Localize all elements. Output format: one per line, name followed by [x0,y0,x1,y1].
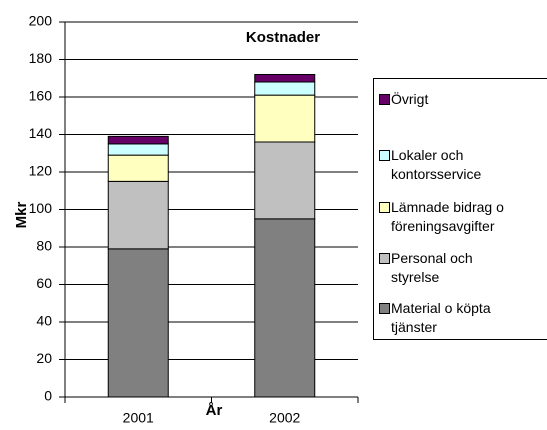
bar-segment [107,154,169,182]
y-tick-label: 100 [29,200,53,216]
legend-label: Övrigt [391,91,429,107]
y-tick-label: 20 [36,350,52,366]
legend-item: Personal och styrelse [379,249,519,287]
x-tick-label: 2002 [269,410,300,426]
y-tick-label: 140 [29,125,53,141]
bar-segment [254,81,316,96]
legend-swatch [379,94,390,105]
x-tick-label: 2001 [123,410,154,426]
legend-item: Material o köpta tjänster [379,299,519,337]
chart-title: Kostnader [246,29,320,46]
bar-segment [254,141,316,220]
bar-segment [107,135,169,145]
legend-label: Personal och styrelse [391,250,473,285]
bar-segment [107,143,169,156]
y-axis-label: Mkr [13,202,30,229]
y-tick-label: 180 [29,50,53,66]
legend-item: Övrigt [379,90,519,109]
legend-swatch [379,202,390,213]
legend-item: Lämnade bidrag o föreningsavgifter [379,198,519,236]
y-tick-label: 120 [29,163,53,179]
legend: Material o köpta tjänster Personal och st… [373,78,547,340]
bar-segment [254,94,316,143]
legend-item: Lokaler och kontorsservice [379,146,519,184]
bar-segment [254,218,316,398]
legend-label: Lämnade bidrag o föreningsavgifter [391,199,504,234]
y-tick-label: 0 [44,388,52,404]
legend-swatch [379,150,390,161]
bar-segment [107,248,169,398]
bar-segment [254,74,316,83]
y-tick-label: 60 [36,275,52,291]
legend-label: Lokaler och kontorsservice [391,147,482,182]
legend-swatch [379,303,390,314]
y-tick-label: 160 [29,88,53,104]
bar-segment [107,180,169,250]
y-tick-label: 40 [36,313,52,329]
x-axis-label: År [206,402,223,419]
y-tick-label: 80 [36,238,52,254]
legend-label: Material o köpta tjänster [391,300,491,335]
y-tick-label: 200 [29,13,53,29]
legend-swatch [379,253,390,264]
